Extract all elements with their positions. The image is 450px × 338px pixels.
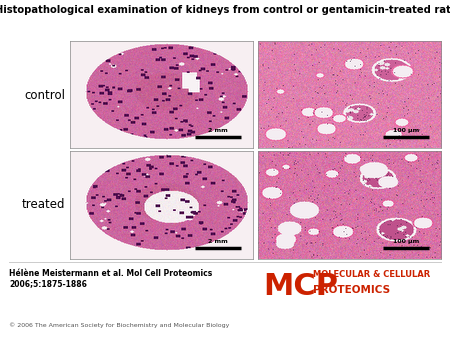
Text: treated: treated	[22, 198, 65, 211]
Text: MCP: MCP	[263, 272, 338, 301]
Text: 2 mm: 2 mm	[208, 239, 228, 244]
Text: 100 μm: 100 μm	[392, 239, 419, 244]
Text: Histopathological examination of kidneys from control or gentamicin-treated rat.: Histopathological examination of kidneys…	[0, 5, 450, 15]
Text: PROTEOMICS: PROTEOMICS	[313, 285, 390, 295]
Text: © 2006 The American Society for Biochemistry and Molecular Biology: © 2006 The American Society for Biochemi…	[9, 322, 230, 328]
Text: 100 μm: 100 μm	[392, 128, 419, 133]
Text: MOLECULAR & CELLULAR: MOLECULAR & CELLULAR	[313, 270, 430, 280]
Text: Hélène Meistermann et al. Mol Cell Proteomics: Hélène Meistermann et al. Mol Cell Prote…	[9, 269, 212, 278]
Text: 2 mm: 2 mm	[208, 128, 228, 133]
Text: control: control	[24, 89, 65, 101]
Text: 2006;5:1875-1886: 2006;5:1875-1886	[9, 279, 87, 288]
